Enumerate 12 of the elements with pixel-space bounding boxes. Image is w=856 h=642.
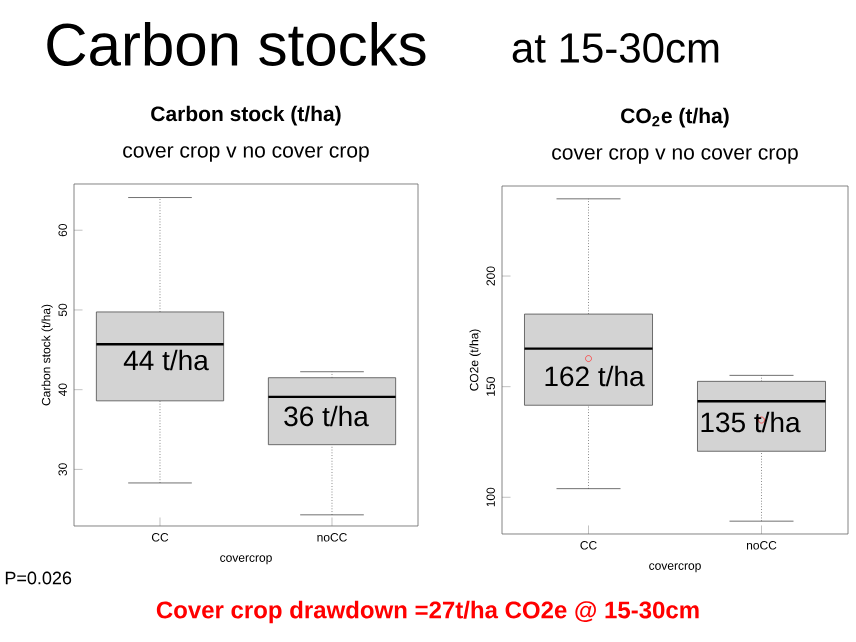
chart-subtitle: cover crop v no cover crop [552,148,798,164]
annotation: 36 t/ha [284,405,369,427]
chart-title: CO$_{2}$e (t/ha) [621,107,729,128]
chart-title: Carbon stock (t/ha) [151,105,341,126]
annotation: 44 t/ha [123,349,209,371]
annotation: 135 t/ha [701,411,801,433]
text: P=0.026 [5,571,72,585]
text: at 15-30cm [512,33,719,63]
annotation: 162 t/ha [545,365,645,387]
text: Carbon stocks [47,21,426,67]
text: Cover crop drawdown =27t/ha CO2e @ 15-30cm [156,600,699,624]
chart-subtitle: cover crop v no cover crop [123,146,369,162]
